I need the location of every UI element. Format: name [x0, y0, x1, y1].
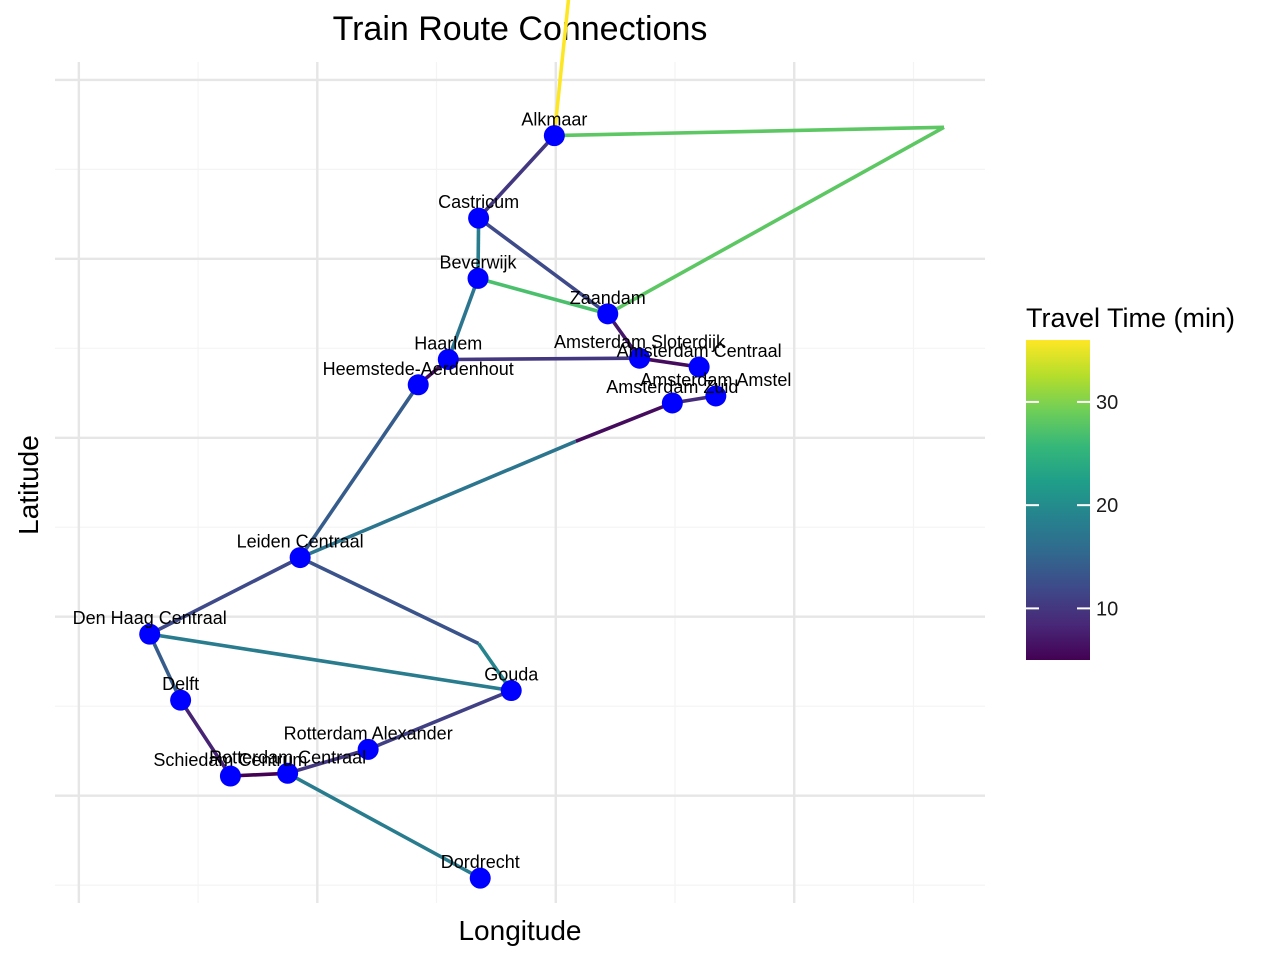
station-marker — [469, 867, 491, 889]
station-marker — [597, 303, 619, 325]
station-marker — [705, 385, 727, 407]
connection-line — [299, 555, 480, 646]
connection-line — [575, 401, 673, 443]
chart-title: Train Route Connections — [333, 10, 708, 48]
connection-line — [367, 688, 512, 752]
station-label: Alkmaar — [521, 110, 587, 130]
station-label: Castricum — [438, 192, 519, 212]
station-label: Delft — [162, 674, 199, 694]
connection-line — [286, 771, 482, 880]
colorbar-tick-label: 20 — [1096, 495, 1118, 517]
station-marker — [357, 738, 379, 760]
connection-line — [148, 633, 183, 701]
station-label: Schiedam Centrum — [153, 750, 307, 770]
station-label: Amsterdam Sloterdijk — [554, 332, 726, 352]
colorbar — [1026, 340, 1090, 660]
grid — [55, 62, 985, 903]
station-label: Den Haag Centraal — [73, 608, 227, 628]
connection-line — [149, 632, 512, 693]
station-marker — [277, 762, 299, 784]
x-axis-title: Longitude — [458, 915, 581, 946]
colorbar-title: Travel Time (min) — [1026, 303, 1235, 333]
station-label: Amsterdam Centraal — [617, 341, 782, 361]
connection-line — [287, 747, 369, 776]
station-marker — [500, 680, 522, 702]
station-marker — [629, 347, 651, 369]
station-label: Amsterdam Zuid — [606, 377, 738, 397]
station-label: Amsterdam Amstel — [640, 370, 791, 390]
station-labels: Alkmaar Castricum Beverwijk Zaandam Haarlem H… — [73, 110, 792, 872]
station-label: Haarlem — [414, 333, 482, 353]
connection-line — [477, 134, 556, 220]
colorbar-legend: Travel Time (min) 10 20 30 — [1026, 303, 1235, 660]
station-marker — [543, 125, 565, 147]
connection-line — [477, 276, 609, 316]
station-marker — [467, 267, 489, 289]
connection-line — [606, 125, 945, 316]
station-marker — [219, 765, 241, 787]
connection-line — [299, 439, 577, 560]
colorbar-tick-label: 10 — [1096, 598, 1118, 620]
station-label: Zaandam — [570, 288, 646, 308]
station-label: Leiden Centraal — [237, 532, 364, 552]
station-label: Beverwijk — [440, 252, 518, 272]
colorbar-ticks: 10 20 30 — [1026, 392, 1118, 620]
station-marker — [437, 348, 459, 370]
connection-line — [554, 125, 945, 138]
connection-line — [179, 699, 232, 777]
station-marker — [289, 547, 311, 569]
connection-line — [477, 216, 609, 316]
station-label: Heemstede-Aerdenhout — [323, 359, 514, 379]
connection-line — [148, 555, 301, 636]
station-marker — [139, 623, 161, 645]
connection-line — [552, 0, 571, 136]
station-label: Rotterdam Centraal — [209, 747, 366, 767]
station-marker — [468, 207, 490, 229]
station-label: Rotterdam Alexander — [284, 723, 453, 743]
station-marker — [407, 374, 429, 396]
stations — [139, 125, 727, 889]
connection-line — [298, 383, 420, 559]
connection-line — [446, 277, 480, 361]
y-axis-title: Latitude — [13, 435, 44, 535]
station-marker — [688, 356, 710, 378]
connection-line — [448, 356, 640, 362]
station-label: Gouda — [484, 665, 539, 685]
station-marker — [170, 689, 192, 711]
colorbar-tick-label: 30 — [1096, 392, 1118, 414]
station-marker — [661, 392, 683, 414]
station-label: Dordrecht — [441, 852, 520, 872]
